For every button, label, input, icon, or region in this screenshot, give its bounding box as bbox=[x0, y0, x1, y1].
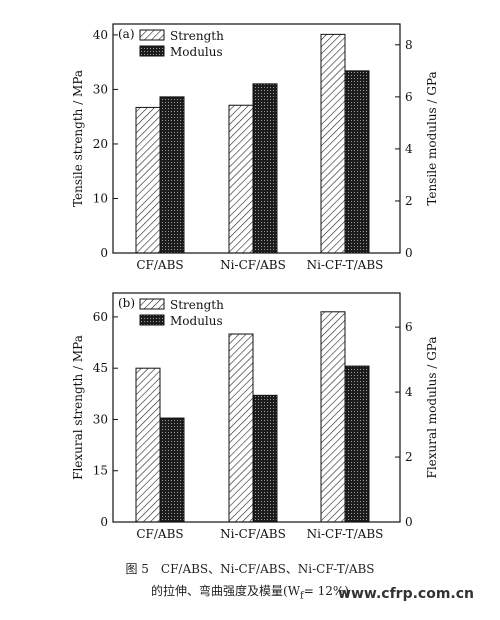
y-tick-label-left: 60 bbox=[93, 310, 108, 324]
y-tick-label-right: 6 bbox=[405, 320, 413, 334]
y-tick-label-left: 30 bbox=[93, 82, 108, 96]
watermark: www.cfrp.com.cn bbox=[338, 586, 474, 602]
bar-strength-1 bbox=[228, 104, 254, 254]
category-label: CF/ABS bbox=[136, 258, 183, 272]
caption-text: 的拉伸、弯曲强度及模量(W bbox=[151, 584, 301, 598]
legend-label-strength: Strength bbox=[170, 298, 224, 312]
category-label: Ni-CF/ABS bbox=[220, 527, 286, 541]
figure-caption-line2: 的拉伸、弯曲强度及模量(Wf= 12%) bbox=[0, 582, 500, 601]
y-tick-label-right: 2 bbox=[405, 450, 413, 464]
panel-label: (b) bbox=[118, 296, 135, 310]
y-tick-label-left: 45 bbox=[93, 361, 108, 375]
bar-modulus-1 bbox=[252, 394, 278, 523]
category-label: CF/ABS bbox=[136, 527, 183, 541]
bar-modulus-1 bbox=[252, 83, 278, 254]
y-tick-label-right: 6 bbox=[405, 90, 413, 104]
figure-caption-line1: 图 5 CF/ABS、Ni-CF/ABS、Ni-CF-T/ABS bbox=[125, 562, 375, 576]
y-tick-label-right: 0 bbox=[405, 246, 413, 260]
caption-text-end: = 12%) bbox=[303, 584, 349, 598]
y-tick-label-right: 2 bbox=[405, 194, 413, 208]
y-axis-label-left: Tensile strength / MPa bbox=[71, 70, 85, 207]
bar-strength-0 bbox=[135, 367, 161, 523]
chart-panel-2: CF/ABS Ni-CF/ABS Ni-CF-T/ABS0153045600246F… bbox=[71, 292, 439, 541]
y-tick-label-right: 4 bbox=[405, 142, 413, 156]
category-label: Ni-CF/ABS bbox=[220, 258, 286, 272]
caption-subscript: f bbox=[300, 590, 304, 602]
legend-label-strength: Strength bbox=[170, 29, 224, 43]
y-tick-label-left: 0 bbox=[100, 515, 108, 529]
category-label: Ni-CF-T/ABS bbox=[307, 527, 384, 541]
y-tick-label-left: 15 bbox=[93, 464, 108, 478]
chart-panel-1: CF/ABS Ni-CF/ABS Ni-CF-T/ABS 0 10 20 30 40 0 2 4 6 8… bbox=[71, 23, 439, 272]
y-tick-label-left: 20 bbox=[93, 137, 108, 151]
y-tick-label-left: 30 bbox=[93, 412, 108, 426]
legend-label-modulus: Modulus bbox=[170, 314, 223, 328]
bar-modulus-2 bbox=[344, 365, 370, 523]
y-tick-label-left: 10 bbox=[93, 191, 108, 205]
bar-strength-2 bbox=[320, 311, 346, 523]
y-tick-label-right: 4 bbox=[405, 385, 413, 399]
bar-modulus-0 bbox=[159, 96, 185, 254]
plot-frame bbox=[112, 292, 401, 523]
legend-swatch-strength bbox=[139, 298, 165, 310]
bar-strength-1 bbox=[228, 333, 254, 523]
legend-swatch-modulus bbox=[139, 314, 165, 326]
y-tick-label-right: 8 bbox=[405, 38, 413, 52]
plot-frame bbox=[112, 23, 401, 254]
figure: CF/ABS Ni-CF/ABS Ni-CF-T/ABS01020304002468… bbox=[71, 23, 439, 541]
y-axis-label-right: Tensile modulus / GPa bbox=[425, 71, 439, 205]
legend-label-modulus: Modulus bbox=[170, 45, 223, 59]
y-tick-label-left: 0 bbox=[100, 246, 108, 260]
legend-swatch-modulus bbox=[139, 45, 165, 57]
bar-modulus-0 bbox=[159, 417, 185, 523]
bar-strength-2 bbox=[320, 33, 346, 254]
y-tick-label-right: 0 bbox=[405, 515, 413, 529]
bar-strength-0 bbox=[135, 106, 161, 254]
panel-label: (a) bbox=[118, 27, 135, 41]
legend-swatch-strength bbox=[139, 29, 165, 41]
y-tick-label-left: 40 bbox=[93, 28, 108, 42]
y-axis-label-left: Flexural strength / MPa bbox=[71, 335, 85, 480]
category-label: Ni-CF-T/ABS bbox=[307, 258, 384, 272]
y-axis-label-right: Flexural modulus / GPa bbox=[425, 337, 439, 479]
bar-modulus-2 bbox=[344, 70, 370, 254]
